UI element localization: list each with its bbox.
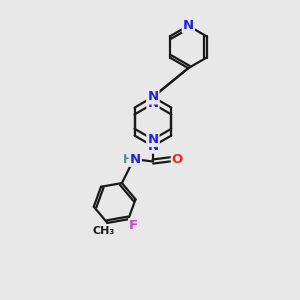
Text: N: N	[130, 153, 141, 166]
Text: N: N	[147, 97, 158, 110]
Text: N: N	[183, 19, 194, 32]
Text: N: N	[147, 140, 158, 153]
Text: N: N	[147, 133, 158, 146]
Text: CH₃: CH₃	[92, 226, 115, 236]
Text: N: N	[147, 91, 158, 103]
Text: F: F	[129, 219, 138, 232]
Text: H: H	[122, 153, 132, 166]
Text: O: O	[172, 153, 183, 166]
